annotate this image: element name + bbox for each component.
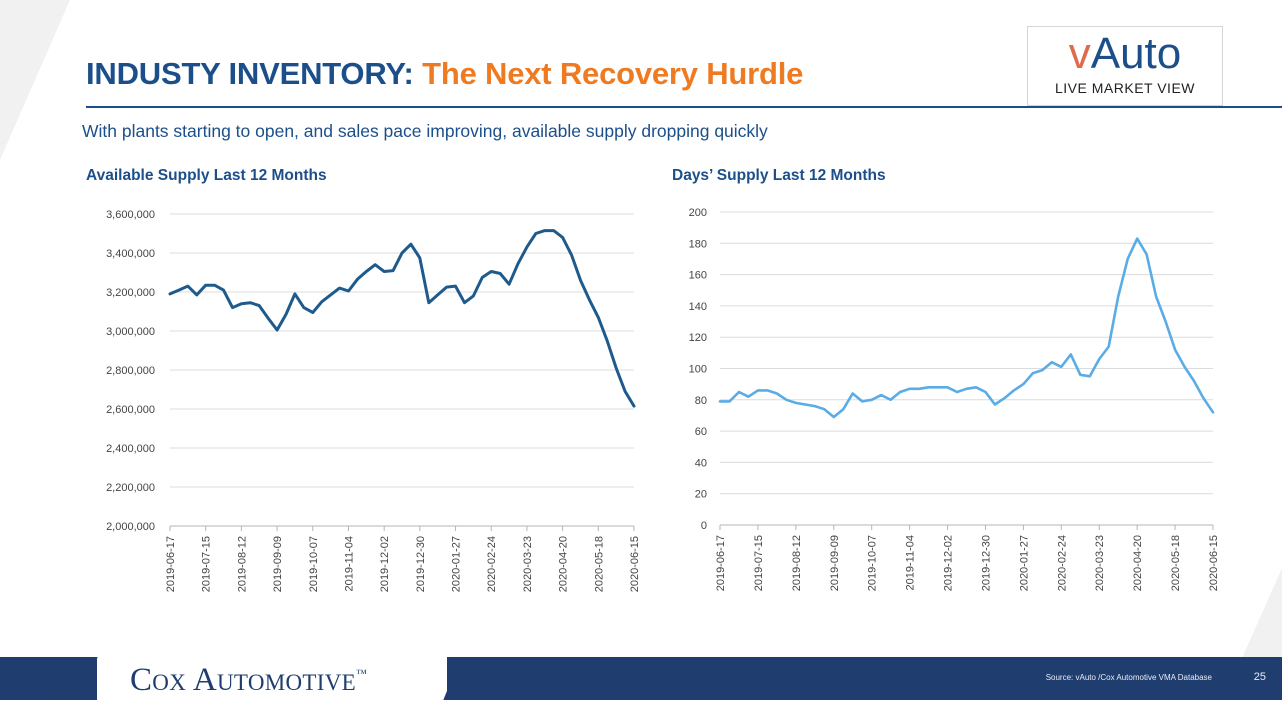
corner-decoration bbox=[0, 0, 70, 160]
title-main: INDUSTY INVENTORY: bbox=[86, 56, 414, 91]
available-supply-y-tick-label: 2,600,000 bbox=[106, 404, 155, 416]
available-supply-x-tick-label: 2020-02-24 bbox=[486, 536, 498, 592]
days-supply-x-tick-label: 2019-07-15 bbox=[753, 535, 765, 591]
available-supply-x-tick-label: 2019-11-04 bbox=[343, 536, 355, 591]
available-supply-y-tick-label: 3,400,000 bbox=[106, 248, 155, 260]
logo-wordmark: vAuto bbox=[1028, 29, 1222, 79]
days-supply-y-tick-label: 100 bbox=[689, 364, 707, 376]
cox-automotive-logo: Cox Automotive™ bbox=[130, 662, 367, 699]
available-supply-y-tick-label: 2,000,000 bbox=[106, 521, 155, 533]
slide-title: INDUSTY INVENTORY: The Next Recovery Hur… bbox=[86, 56, 803, 92]
corner-decoration-bottom bbox=[1242, 568, 1282, 658]
source-note: Source: vAuto /Cox Automotive VMA Databa… bbox=[1045, 673, 1212, 682]
brand-trademark: ™ bbox=[355, 668, 368, 680]
available-supply-x-tick-label: 2019-10-07 bbox=[308, 536, 320, 592]
logo-auto: Auto bbox=[1090, 29, 1182, 78]
available-supply-x-tick-label: 2020-05-18 bbox=[593, 536, 605, 592]
days-supply-x-tick-label: 2019-08-12 bbox=[791, 535, 803, 591]
days-supply-x-tick-label: 2020-03-23 bbox=[1094, 535, 1106, 591]
title-accent: The Next Recovery Hurdle bbox=[422, 56, 804, 91]
days-supply-x-tick-label: 2019-12-30 bbox=[980, 535, 992, 591]
available-supply-y-tick-label: 3,200,000 bbox=[106, 287, 155, 299]
logo-tagline: LIVE MARKET VIEW bbox=[1055, 80, 1195, 96]
days-supply-y-tick-label: 0 bbox=[701, 520, 707, 532]
available-supply-y-tick-label: 2,400,000 bbox=[106, 443, 155, 455]
logo-v: v bbox=[1068, 29, 1091, 78]
chart-title-available-supply: Available Supply Last 12 Months bbox=[86, 167, 327, 184]
days-supply-y-tick-label: 80 bbox=[695, 395, 707, 407]
days-supply-y-tick-label: 20 bbox=[695, 489, 707, 501]
available-supply-x-tick-label: 2019-08-12 bbox=[236, 536, 248, 592]
available-supply-x-tick-label: 2019-09-09 bbox=[272, 536, 284, 592]
available-supply-x-tick-label: 2020-03-23 bbox=[522, 536, 534, 592]
days-supply-x-tick-label: 2019-12-02 bbox=[943, 535, 955, 591]
days-supply-x-tick-label: 2019-10-07 bbox=[867, 535, 879, 591]
days-supply-x-tick-label: 2020-04-20 bbox=[1132, 535, 1144, 591]
available-supply-x-tick-label: 2019-12-02 bbox=[379, 536, 391, 592]
days-supply-x-tick-label: 2020-01-27 bbox=[1018, 535, 1030, 591]
available-supply-x-tick-label: 2020-01-27 bbox=[451, 536, 463, 592]
days-supply-x-tick-label: 2019-11-04 bbox=[905, 535, 917, 590]
days-supply-series-line bbox=[718, 237, 1215, 419]
days-supply-x-tick-label: 2020-06-15 bbox=[1208, 535, 1220, 591]
chart-title-days-supply: Days’ Supply Last 12 Months bbox=[672, 167, 886, 184]
days-supply-y-tick-label: 180 bbox=[689, 238, 707, 250]
days-supply-y-tick-label: 160 bbox=[689, 270, 707, 282]
available-supply-y-tick-label: 3,000,000 bbox=[106, 326, 155, 338]
days-supply-y-tick-label: 60 bbox=[695, 426, 707, 438]
days-supply-y-tick-label: 120 bbox=[689, 332, 707, 344]
days-supply-x-tick-label: 2019-09-09 bbox=[829, 535, 841, 591]
available-supply-y-tick-label: 2,800,000 bbox=[106, 365, 155, 377]
available-supply-x-tick-label: 2020-06-15 bbox=[629, 536, 641, 592]
days-supply-y-tick-label: 40 bbox=[695, 457, 707, 469]
page-number: 25 bbox=[1253, 671, 1266, 683]
days-supply-x-tick-label: 2020-02-24 bbox=[1056, 535, 1068, 591]
days-supply-x-tick-label: 2020-05-18 bbox=[1170, 535, 1182, 591]
footer-brand-panel bbox=[97, 657, 447, 700]
vauto-logo: vAuto LIVE MARKET VIEW bbox=[1027, 26, 1223, 106]
slide-subtitle: With plants starting to open, and sales … bbox=[82, 121, 768, 141]
available-supply-y-tick-label: 2,200,000 bbox=[106, 482, 155, 494]
available-supply-y-tick-label: 3,600,000 bbox=[106, 209, 155, 221]
title-divider bbox=[86, 106, 1282, 108]
brand-name: Cox Automotive bbox=[130, 662, 356, 698]
available-supply-x-tick-label: 2019-12-30 bbox=[415, 536, 427, 592]
days-supply-y-tick-label: 140 bbox=[689, 301, 707, 313]
days-supply-y-tick-label: 200 bbox=[689, 207, 707, 219]
days-supply-x-tick-label: 2019-06-17 bbox=[715, 535, 727, 591]
available-supply-x-tick-label: 2020-04-20 bbox=[558, 536, 570, 592]
available-supply-series-line bbox=[168, 229, 636, 408]
available-supply-x-tick-label: 2019-06-17 bbox=[165, 536, 177, 592]
available-supply-x-tick-label: 2019-07-15 bbox=[201, 536, 213, 592]
